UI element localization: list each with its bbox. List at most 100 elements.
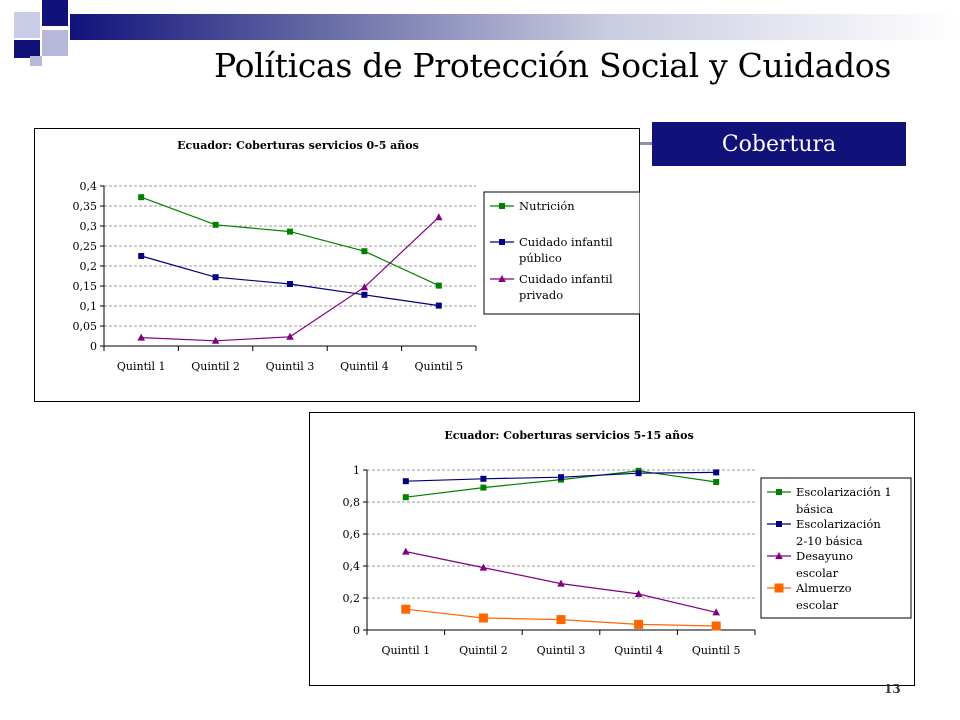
series-1 bbox=[138, 194, 442, 289]
legend-label: Almuerzo bbox=[795, 581, 852, 595]
legend-label: escolar bbox=[796, 598, 839, 612]
chart-coberturas-5-15: Ecuador: Coberturas servicios 5-15 años 0… bbox=[309, 412, 915, 686]
slide-title: Políticas de Protección Social y Cuidado… bbox=[214, 46, 891, 85]
data-point bbox=[361, 291, 368, 298]
y-tick-label: 0,4 bbox=[80, 180, 98, 193]
y-tick-label: 0,15 bbox=[73, 280, 98, 293]
legend-marker bbox=[775, 552, 783, 559]
data-point bbox=[401, 604, 411, 614]
legend-label: Escolarización bbox=[796, 517, 881, 531]
legend-label: Cuidado infantil bbox=[519, 235, 613, 249]
y-tick-label: 0,3 bbox=[80, 220, 98, 233]
x-tick-label: Quintil 3 bbox=[537, 644, 586, 657]
header-band bbox=[70, 14, 960, 40]
x-tick-label: Quintil 4 bbox=[340, 360, 389, 373]
legend-marker bbox=[776, 489, 782, 495]
data-point bbox=[212, 221, 219, 228]
y-tick-label: 0,2 bbox=[80, 260, 98, 273]
legend-label: Escolarización 1 bbox=[796, 485, 892, 499]
chart-coberturas-0-5: Ecuador: Coberturas servicios 0-5 años 0 0… bbox=[34, 128, 640, 402]
legend-label: Nutrición bbox=[519, 199, 575, 213]
data-point bbox=[558, 474, 564, 481]
x-tick-label: Quintil 5 bbox=[414, 360, 463, 373]
data-point bbox=[402, 494, 409, 501]
data-point bbox=[713, 469, 720, 476]
data-point bbox=[480, 475, 487, 482]
legend-marker bbox=[499, 203, 505, 209]
data-point bbox=[287, 281, 293, 287]
legend-marker bbox=[774, 583, 784, 593]
legend-label: privado bbox=[519, 288, 563, 302]
data-point bbox=[137, 333, 145, 341]
legend-label: 2-10 básica bbox=[796, 534, 863, 548]
data-point bbox=[557, 579, 565, 587]
series-4 bbox=[401, 604, 721, 631]
y-tick-label: 0,6 bbox=[343, 528, 361, 541]
legend-box bbox=[760, 477, 912, 619]
series-3 bbox=[402, 547, 720, 616]
legend-label: público bbox=[519, 251, 562, 265]
x-tick-label: Quintil 4 bbox=[614, 644, 663, 657]
y-tick-label: 0,8 bbox=[343, 496, 361, 509]
y-tick-label: 0,4 bbox=[343, 560, 361, 573]
data-point bbox=[556, 615, 566, 625]
x-tick-label: Quintil 1 bbox=[117, 360, 166, 373]
legend-label: Desayuno bbox=[796, 549, 853, 563]
data-point bbox=[435, 213, 443, 221]
y-tick-label: 0,05 bbox=[73, 320, 98, 333]
data-point bbox=[634, 590, 643, 597]
x-tick-label: Quintil 1 bbox=[381, 644, 430, 657]
data-point bbox=[360, 283, 369, 291]
y-tick-label: 0 bbox=[353, 624, 360, 637]
deco-square bbox=[42, 30, 68, 56]
y-tick-label: 0,1 bbox=[80, 300, 98, 313]
y-tick-label: 0 bbox=[90, 340, 97, 353]
deco-square bbox=[30, 56, 42, 66]
chart-title: Ecuador: Coberturas servicios 5-15 años bbox=[444, 429, 693, 442]
y-tick-label: 1 bbox=[353, 464, 360, 477]
series-2 bbox=[402, 469, 720, 485]
tab-connector bbox=[640, 142, 654, 145]
x-tick-label: Quintil 3 bbox=[266, 360, 315, 373]
legend-box bbox=[483, 191, 640, 315]
x-tick-label: Quintil 2 bbox=[191, 360, 240, 373]
series-3 bbox=[137, 213, 443, 344]
data-point bbox=[212, 274, 219, 281]
legend-marker bbox=[776, 521, 782, 527]
section-tab-label: Cobertura bbox=[721, 131, 837, 157]
series-2 bbox=[138, 253, 442, 309]
data-point bbox=[435, 302, 442, 309]
data-point bbox=[711, 621, 721, 631]
y-tick-label: 0,35 bbox=[73, 200, 98, 213]
x-tick-label: Quintil 2 bbox=[459, 644, 508, 657]
data-point bbox=[286, 332, 294, 340]
data-point bbox=[712, 608, 720, 616]
data-point bbox=[402, 478, 409, 485]
chart-title: Ecuador: Coberturas servicios 0-5 años bbox=[177, 139, 419, 152]
data-point bbox=[138, 253, 145, 259]
legend: Nutrición Cuidado infantil público Cuidado … bbox=[483, 191, 640, 315]
data-point bbox=[138, 194, 145, 201]
data-point bbox=[479, 563, 488, 571]
data-point bbox=[634, 619, 644, 629]
x-tick-label: Quintil 5 bbox=[692, 644, 741, 657]
data-point bbox=[211, 336, 220, 344]
data-point bbox=[713, 479, 720, 485]
data-point bbox=[480, 484, 487, 491]
legend-label: escolar bbox=[796, 566, 839, 580]
legend-label: básica bbox=[796, 502, 833, 516]
data-point bbox=[435, 282, 442, 289]
data-point bbox=[635, 470, 642, 477]
data-point bbox=[361, 248, 368, 255]
legend-marker bbox=[498, 275, 506, 282]
deco-square bbox=[14, 12, 40, 38]
y-tick-label: 0,25 bbox=[73, 240, 98, 253]
data-point bbox=[287, 228, 293, 235]
deco-square bbox=[14, 40, 40, 58]
page-number: 13 bbox=[884, 682, 901, 696]
legend-marker bbox=[499, 239, 505, 245]
data-point bbox=[402, 547, 410, 555]
section-tab: Cobertura bbox=[652, 122, 906, 166]
data-point bbox=[478, 613, 488, 623]
